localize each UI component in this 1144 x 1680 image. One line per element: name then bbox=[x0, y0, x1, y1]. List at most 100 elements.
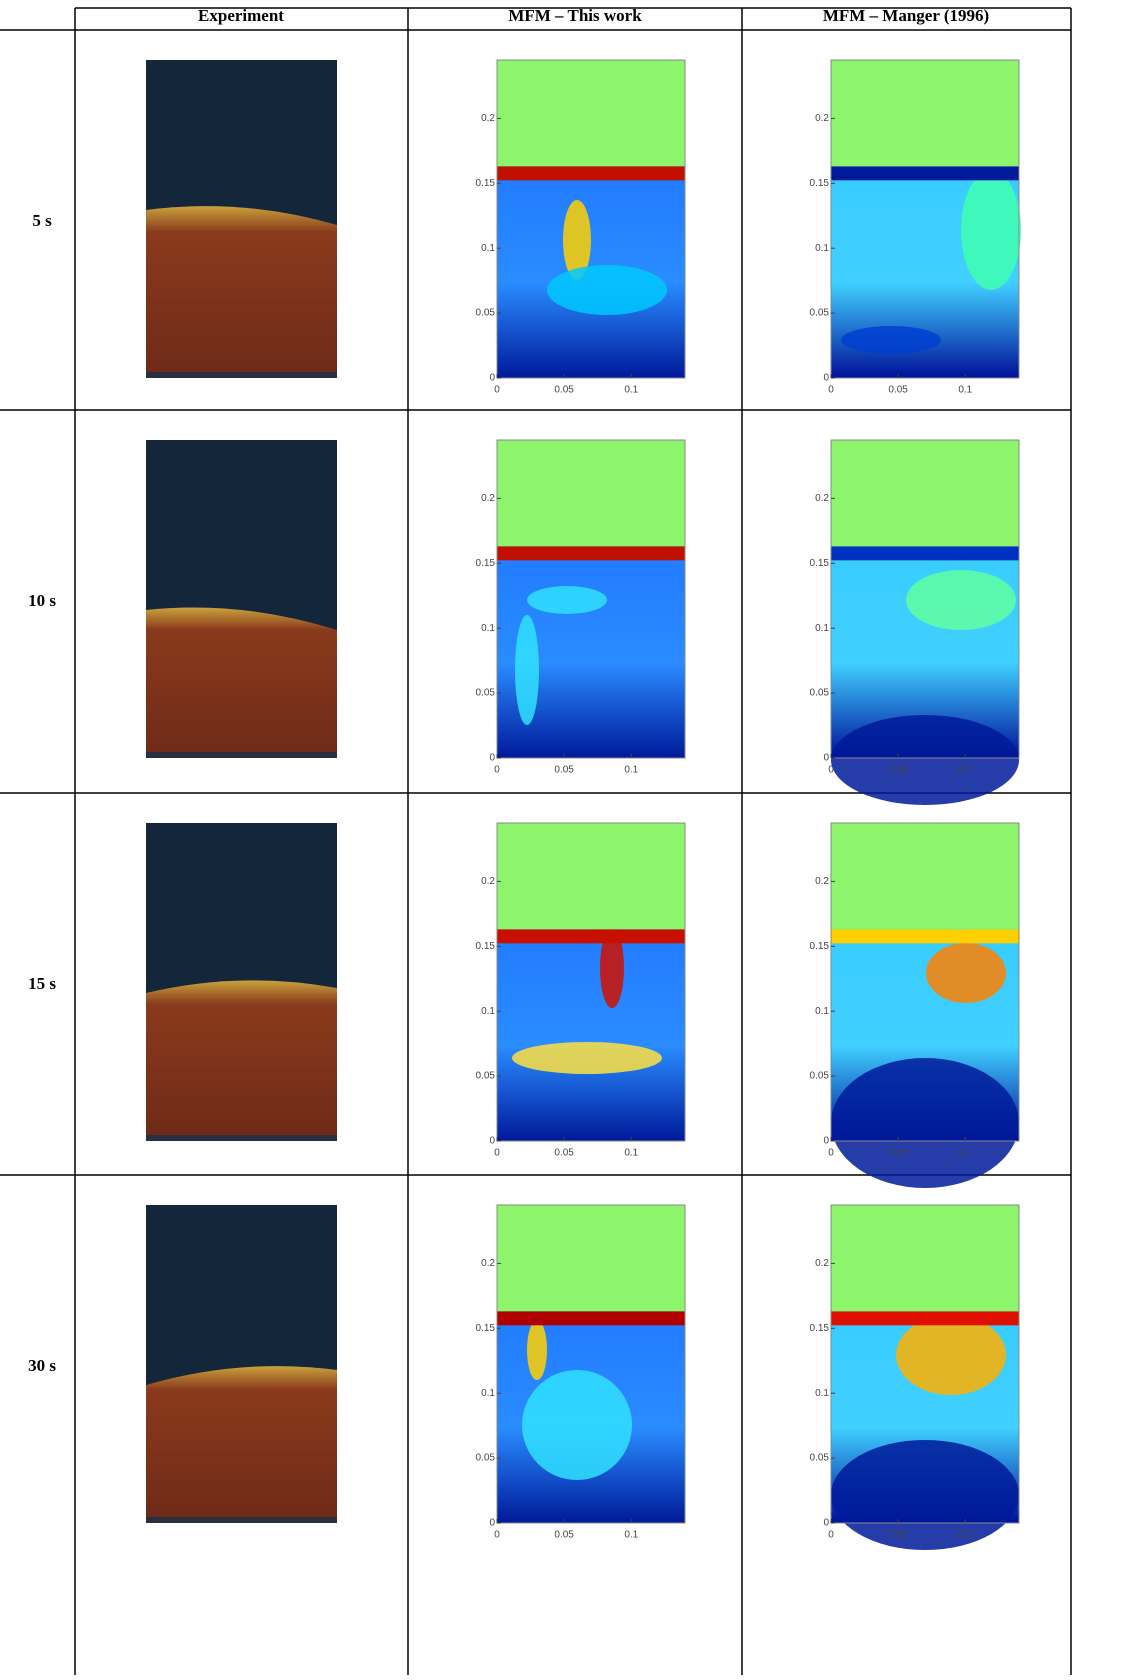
field-feature bbox=[831, 1058, 1019, 1188]
y-tick-label: 0.15 bbox=[476, 941, 496, 952]
x-tick-label: 0 bbox=[828, 1148, 834, 1159]
y-tick-label: 0.05 bbox=[810, 308, 830, 319]
row-label: 5 s bbox=[32, 211, 52, 230]
y-tick-label: 0 bbox=[489, 753, 495, 764]
x-tick-label: 0 bbox=[828, 1530, 834, 1541]
y-tick-label: 0 bbox=[489, 1518, 495, 1529]
x-tick-label: 0 bbox=[828, 765, 834, 776]
simulation-plot: 0 0.05 0.1 0.15 0.2 0 0.05 0.1 bbox=[476, 823, 685, 1159]
freeboard bbox=[497, 60, 685, 166]
y-tick-label: 0.15 bbox=[810, 1323, 830, 1334]
y-tick-label: 0.15 bbox=[476, 1323, 496, 1334]
experiment-base bbox=[146, 1135, 337, 1141]
y-tick-label: 0 bbox=[823, 373, 829, 384]
surface-band bbox=[497, 1311, 685, 1325]
x-tick-label: 0.1 bbox=[624, 385, 638, 396]
field-feature bbox=[515, 615, 539, 725]
y-tick-label: 0 bbox=[489, 1136, 495, 1147]
field-feature bbox=[961, 170, 1021, 290]
row-label: 10 s bbox=[28, 591, 56, 610]
x-tick-label: 0.1 bbox=[958, 1148, 972, 1159]
y-tick-label: 0 bbox=[823, 1136, 829, 1147]
surface-band bbox=[497, 166, 685, 180]
field-feature bbox=[906, 570, 1016, 630]
x-tick-label: 0.05 bbox=[888, 385, 908, 396]
freeboard bbox=[831, 440, 1019, 546]
x-tick-label: 0.1 bbox=[624, 1530, 638, 1541]
surface-band bbox=[497, 929, 685, 943]
field-feature bbox=[896, 1315, 1006, 1395]
y-tick-label: 0.1 bbox=[815, 623, 829, 634]
experiment-bed bbox=[146, 1366, 337, 1523]
x-tick-label: 0.05 bbox=[888, 1148, 908, 1159]
simulation-plot: 0 0.05 0.1 0.15 0.2 0 0.05 0.1 bbox=[476, 60, 685, 396]
surface-band bbox=[497, 546, 685, 560]
x-tick-label: 0.1 bbox=[958, 385, 972, 396]
y-tick-label: 0.05 bbox=[810, 688, 830, 699]
y-tick-label: 0.1 bbox=[815, 1006, 829, 1017]
experiment-bed bbox=[146, 608, 337, 759]
experiment-base bbox=[146, 752, 337, 758]
y-tick-label: 0.2 bbox=[481, 113, 495, 124]
field-feature bbox=[512, 1042, 662, 1074]
y-tick-label: 0.05 bbox=[810, 1453, 830, 1464]
y-tick-label: 0.1 bbox=[815, 1388, 829, 1399]
surface-band bbox=[831, 546, 1019, 560]
x-tick-label: 0 bbox=[494, 765, 500, 776]
y-tick-label: 0.2 bbox=[815, 113, 829, 124]
y-tick-label: 0.15 bbox=[476, 558, 496, 569]
y-tick-label: 0 bbox=[489, 373, 495, 384]
y-tick-label: 0.15 bbox=[476, 178, 496, 189]
x-tick-label: 0.1 bbox=[624, 765, 638, 776]
y-tick-label: 0.1 bbox=[481, 1006, 495, 1017]
experiment-base bbox=[146, 372, 337, 378]
column-header: MFM – This work bbox=[508, 6, 642, 25]
y-tick-label: 0 bbox=[823, 1518, 829, 1529]
simulation-plot: 0 0.05 0.1 0.15 0.2 0 0.05 0.1 bbox=[476, 440, 685, 776]
column-header: MFM – Manger (1996) bbox=[823, 6, 989, 25]
y-tick-label: 0.2 bbox=[481, 1258, 495, 1269]
field-feature bbox=[831, 1440, 1019, 1550]
x-tick-label: 0.05 bbox=[554, 1530, 574, 1541]
field-feature bbox=[527, 1320, 547, 1380]
y-tick-label: 0.2 bbox=[815, 1258, 829, 1269]
y-tick-label: 0.05 bbox=[476, 688, 496, 699]
freeboard bbox=[831, 60, 1019, 166]
x-tick-label: 0.05 bbox=[554, 385, 574, 396]
row-label: 15 s bbox=[28, 974, 56, 993]
y-tick-label: 0.1 bbox=[481, 243, 495, 254]
y-tick-label: 0 bbox=[823, 753, 829, 764]
y-tick-label: 0.2 bbox=[815, 493, 829, 504]
y-tick-label: 0.1 bbox=[481, 1388, 495, 1399]
page: Experiment MFM – This work MFM – Manger … bbox=[0, 0, 1144, 1675]
x-tick-label: 0 bbox=[494, 1530, 500, 1541]
x-tick-label: 0 bbox=[494, 385, 500, 396]
x-tick-label: 0.05 bbox=[554, 1148, 574, 1159]
freeboard bbox=[831, 1205, 1019, 1311]
field-feature bbox=[527, 586, 607, 614]
y-tick-label: 0.05 bbox=[810, 1071, 830, 1082]
y-tick-label: 0.05 bbox=[476, 308, 496, 319]
x-tick-label: 0.1 bbox=[624, 1148, 638, 1159]
y-tick-label: 0.05 bbox=[476, 1071, 496, 1082]
x-tick-label: 0.1 bbox=[958, 765, 972, 776]
field-feature bbox=[841, 326, 941, 354]
y-tick-label: 0.2 bbox=[481, 493, 495, 504]
x-tick-label: 0.05 bbox=[888, 1530, 908, 1541]
surface-band bbox=[831, 929, 1019, 943]
x-tick-label: 0 bbox=[828, 385, 834, 396]
field-feature bbox=[547, 265, 667, 315]
y-tick-label: 0.2 bbox=[481, 876, 495, 887]
x-tick-label: 0.05 bbox=[554, 765, 574, 776]
y-tick-label: 0.1 bbox=[481, 623, 495, 634]
freeboard bbox=[831, 823, 1019, 929]
surface-band bbox=[831, 166, 1019, 180]
field-feature bbox=[522, 1370, 632, 1480]
field-feature bbox=[831, 715, 1019, 805]
y-tick-label: 0.15 bbox=[810, 558, 830, 569]
x-tick-label: 0 bbox=[494, 1148, 500, 1159]
